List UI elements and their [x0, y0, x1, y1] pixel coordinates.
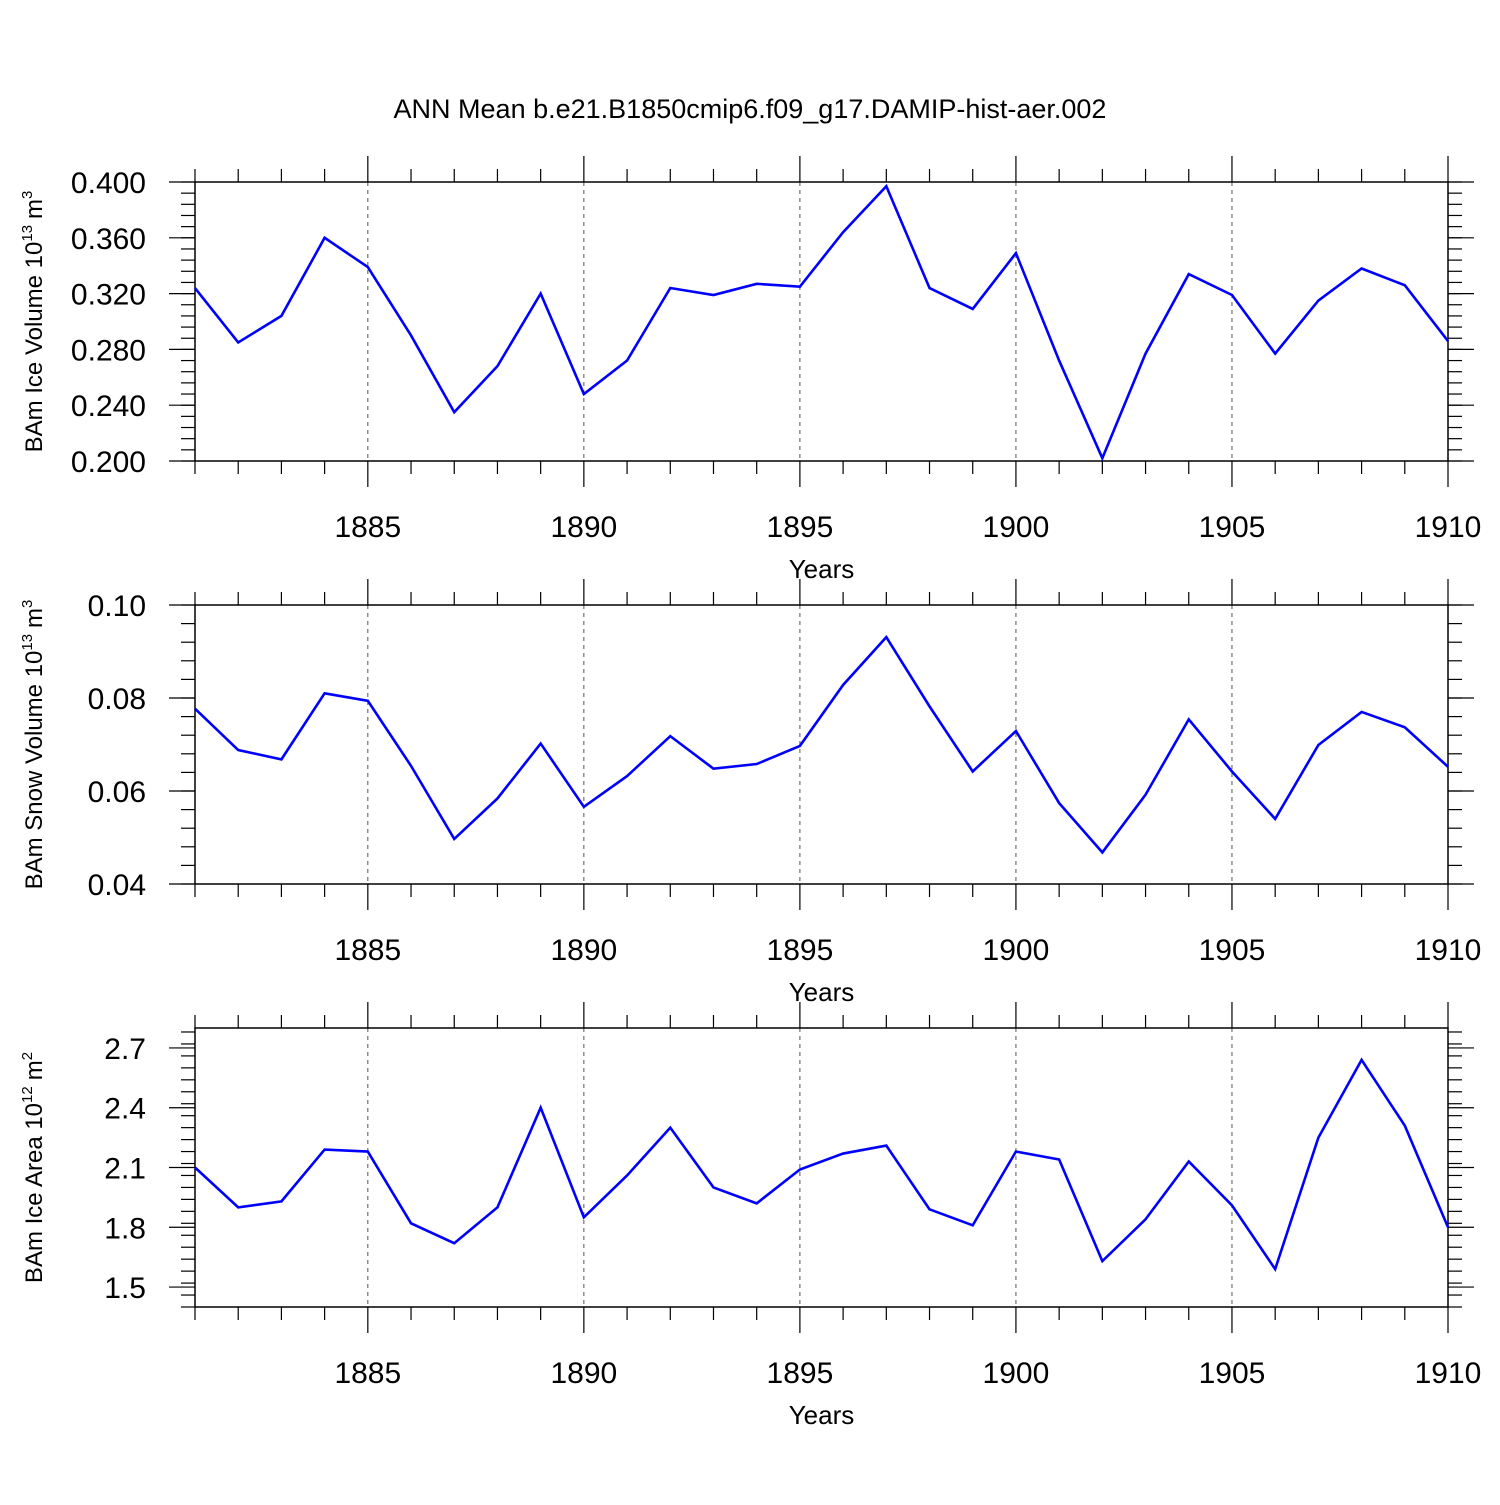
x-tick-label: 1895	[767, 934, 834, 967]
series-line	[194, 634, 1449, 855]
x-tick-label: 1910	[1415, 934, 1482, 967]
plot-frame	[194, 1027, 1449, 1308]
y-tick-label: 0.200	[71, 446, 146, 479]
panel-1: 0.200 0.240 0.280 0.320 0.360 0.400 1885 1890 18…	[19, 156, 1481, 584]
x-tick-label: 1900	[983, 934, 1050, 967]
x-tick-label: 1910	[1415, 1357, 1482, 1390]
x-tick-label: 1910	[1415, 511, 1482, 544]
y-axis-label-ylabel-unit: m	[21, 1060, 48, 1080]
x-tick-label: 1885	[334, 511, 401, 544]
x-tick-label: 1900	[983, 1357, 1050, 1390]
y-tick-label: 0.04	[88, 869, 146, 902]
x-axis-label: Years	[789, 1400, 855, 1430]
x-tick-label: 1905	[1199, 511, 1266, 544]
y-axis-label-ylabel-unit: m	[21, 199, 48, 219]
panel-3: 1.5 1.8 2.1 2.4 2.7 1885 1890 1895 1900 1905 1910 Y…	[19, 1002, 1481, 1430]
series-line	[193, 183, 1450, 462]
x-tick-label: 1890	[550, 1357, 617, 1390]
figure-title: ANN Mean b.e21.B1850cmip6.f09_g17.DAMIP-…	[394, 94, 1107, 124]
plot-frame	[194, 181, 1449, 462]
y-tick-label: 0.240	[71, 390, 146, 423]
x-tick-label: 1900	[983, 511, 1050, 544]
x-axis-label: Years	[789, 554, 855, 584]
series-line	[194, 1057, 1450, 1273]
y-tick-label: 2.4	[104, 1093, 146, 1126]
x-tick-label: 1905	[1199, 1357, 1266, 1390]
y-axis-label-ylabel-unit-exp: 2	[19, 1052, 36, 1060]
y-tick-label: 1.5	[104, 1272, 146, 1305]
x-tick-label: 1895	[767, 1357, 834, 1390]
y-axis-label-ylabel-main: BAm Ice Area 10	[21, 1103, 48, 1283]
y-tick-label: 1.8	[104, 1212, 146, 1245]
y-tick-label: 0.08	[88, 683, 146, 716]
x-tick-label: 1890	[550, 934, 617, 967]
y-axis-label-ylabel-unit-exp: 3	[19, 600, 36, 608]
y-tick-label: 0.280	[71, 334, 146, 367]
y-axis-label-ylabel-exp: 12	[19, 1086, 36, 1103]
y-axis-label-ylabel-exp: 13	[19, 225, 36, 242]
y-tick-label: 2.1	[104, 1153, 146, 1186]
x-tick-label: 1885	[334, 1357, 401, 1390]
x-tick-label: 1895	[767, 511, 834, 544]
panel-2: 0.04 0.06 0.08 0.10 1885 1890 1895 1900 1905 1910…	[19, 579, 1481, 1007]
y-tick-label: 0.10	[88, 590, 146, 623]
y-axis-label-ylabel-main: BAm Snow Volume 10	[21, 651, 48, 890]
y-axis-label: BAm Ice Volume 1013 m3	[19, 191, 48, 453]
y-axis-label-ylabel-unit-exp: 3	[19, 191, 36, 199]
y-tick-label: 0.400	[71, 167, 146, 200]
x-tick-label: 1885	[334, 934, 401, 967]
y-axis-label-ylabel-unit: m	[21, 608, 48, 628]
x-tick-label: 1890	[550, 511, 617, 544]
y-axis-label-ylabel-main: BAm Ice Volume 10	[21, 242, 48, 453]
x-axis-label: Years	[789, 977, 855, 1007]
y-axis-label: BAm Snow Volume 1013 m3	[19, 600, 48, 890]
y-axis-label: BAm Ice Area 1012 m2	[19, 1052, 48, 1283]
y-tick-label: 0.320	[71, 279, 146, 312]
y-tick-label: 2.7	[104, 1033, 146, 1066]
y-tick-label: 0.06	[88, 776, 146, 809]
x-tick-label: 1905	[1199, 934, 1266, 967]
y-tick-label: 0.360	[71, 223, 146, 256]
plot-frame	[194, 604, 1449, 885]
y-axis-label-ylabel-exp: 13	[19, 634, 36, 651]
